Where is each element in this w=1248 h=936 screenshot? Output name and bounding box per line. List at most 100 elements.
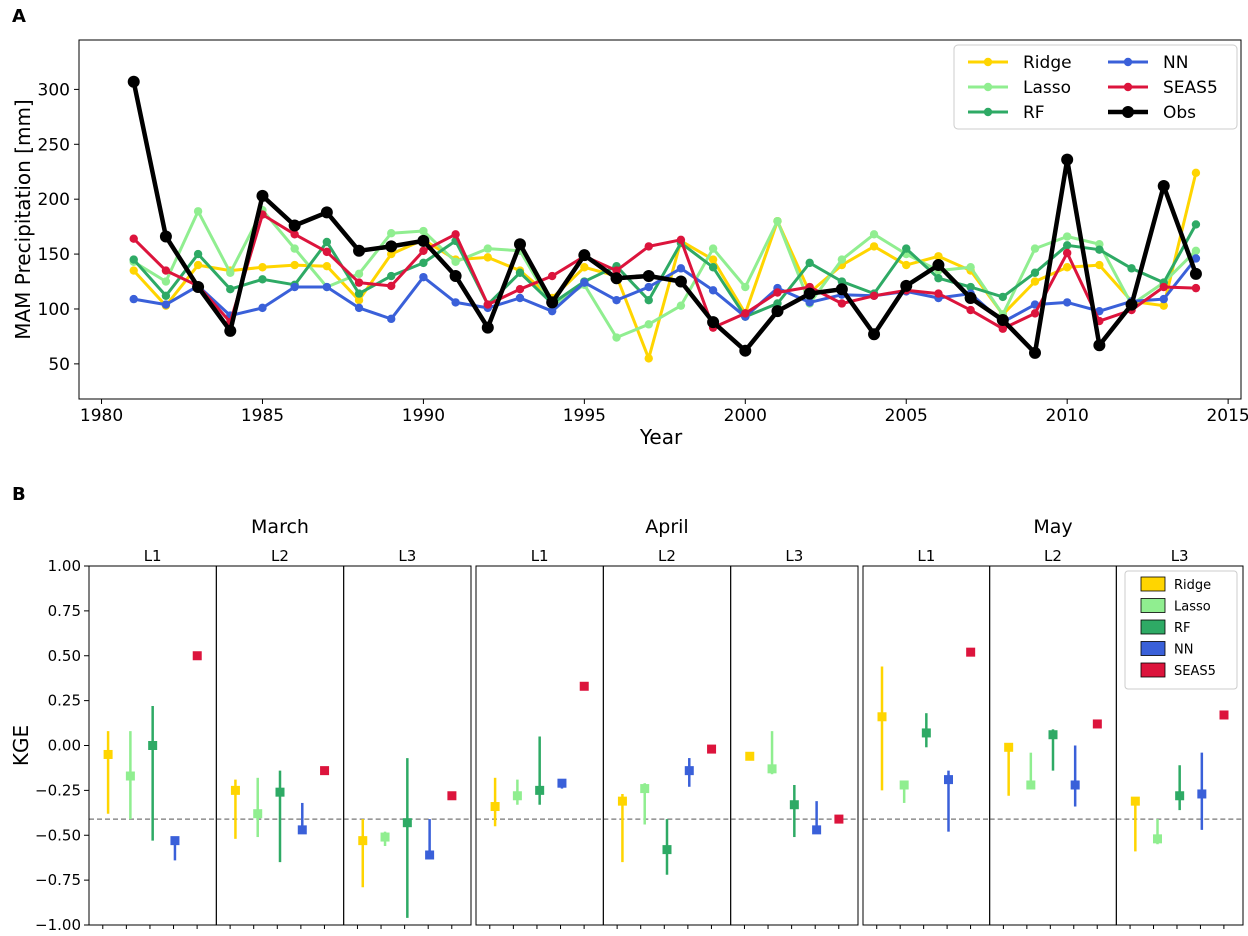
subplot-may-l2: L2	[989, 547, 1117, 929]
data-point-rf-2011	[1095, 245, 1104, 254]
kge-tick-label-3: 0.25	[48, 692, 81, 710]
data-point-seas5-1981	[129, 234, 138, 243]
data-point-nn-1986	[290, 282, 299, 292]
month-group-march: March L1 L2 L3	[88, 516, 472, 929]
kge-marker-nn	[944, 775, 953, 785]
data-point-obs-1999	[707, 316, 720, 329]
data-point-obs-1997	[642, 270, 655, 283]
data-point-lasso-1982	[161, 277, 171, 286]
subplot-april-l2: L2	[602, 547, 732, 929]
data-point-ridge-1981	[129, 266, 138, 275]
data-point-seas5-2014	[1191, 283, 1201, 293]
data-point-obs-1998	[674, 275, 687, 288]
data-point-lasso-2007	[966, 263, 975, 272]
data-point-rf-1989	[387, 271, 396, 281]
kge-marker-ridge	[230, 785, 240, 795]
legend-b-swatch-lasso	[1140, 598, 1166, 613]
kge-marker-ridge	[358, 836, 368, 846]
data-point-ridge-2010	[1062, 263, 1072, 272]
subplot-frame	[215, 565, 345, 926]
data-point-obs-2012	[1125, 298, 1138, 311]
legend-a-marker-lasso	[983, 82, 993, 92]
panel-a-label: A	[12, 6, 26, 27]
data-point-rf-2005	[902, 244, 911, 253]
legend-a-label-ridge: Ridge	[1023, 53, 1072, 73]
kge-tick-label-0: 1.00	[48, 557, 81, 575]
subplot-may-l1: L1	[862, 547, 991, 929]
kge-marker-lasso	[640, 784, 650, 794]
data-point-nn-1981	[129, 294, 138, 304]
data-point-nn-1991	[451, 298, 460, 307]
lead-title: L3	[785, 547, 803, 565]
kge-marker-seas5	[834, 814, 844, 824]
series-rf	[129, 220, 1201, 321]
kge-marker-lasso	[1153, 834, 1162, 844]
subplot-frame	[1115, 565, 1244, 926]
data-point-ridge-1988	[354, 295, 364, 305]
lead-title: L1	[531, 547, 549, 565]
data-point-seas5-2004	[869, 291, 879, 301]
data-point-ridge-1997	[644, 354, 653, 363]
legend-b-swatch-seas5	[1140, 662, 1166, 678]
data-point-obs-2004	[868, 328, 881, 341]
data-point-nn-1989	[387, 314, 396, 324]
data-point-nn-1994	[547, 306, 557, 316]
data-point-nn-1998	[676, 264, 686, 273]
data-point-lasso-2014	[1191, 246, 1201, 255]
data-point-lasso-1997	[644, 320, 653, 329]
data-point-seas5-1987	[322, 247, 332, 257]
x-axis-label: Year	[639, 425, 683, 449]
data-point-seas5-1997	[644, 242, 653, 251]
lead-title: L2	[1044, 547, 1062, 565]
data-point-obs-2006	[932, 259, 945, 272]
series-obs	[127, 75, 1202, 359]
panel-b-label: B	[12, 484, 26, 505]
data-point-obs-2014	[1189, 267, 1202, 280]
data-point-obs-1987	[320, 206, 333, 219]
subplot-march-l2: L2	[215, 547, 345, 929]
data-point-obs-1993	[513, 238, 526, 251]
subplot-march-l3: L3	[343, 547, 472, 929]
kge-marker-nn	[1070, 780, 1080, 790]
data-point-ridge-2014	[1191, 168, 1201, 178]
kge-marker-seas5	[192, 651, 202, 661]
data-point-nn-1999	[708, 286, 718, 295]
kge-marker-seas5	[447, 791, 457, 801]
data-point-rf-1997	[644, 295, 653, 305]
kge-marker-ridge	[1004, 742, 1014, 752]
data-point-ridge-1987	[322, 261, 332, 271]
data-point-obs-1996	[610, 272, 623, 285]
legend-b-swatch-rf	[1140, 619, 1166, 635]
data-point-obs-2005	[900, 279, 913, 292]
month-group-april: April L1 L2 L3	[475, 516, 859, 929]
subplot-may-l3: L3	[1115, 547, 1244, 929]
series-line-lasso	[132, 208, 1197, 339]
legend-a-marker-ridge	[983, 57, 993, 67]
legend-b: Ridge Lasso RF NN SEAS5	[1124, 570, 1238, 690]
subplot-april-l3: L3	[730, 547, 859, 929]
series-nn	[129, 254, 1201, 327]
data-point-nn-1996	[612, 295, 621, 305]
kge-tick-label-2: 0.50	[48, 647, 81, 665]
data-point-obs-1989	[385, 240, 398, 253]
y-tick-label-150: 150	[38, 245, 70, 265]
panel-a-frame	[78, 39, 1242, 400]
data-point-rf-2014	[1191, 220, 1201, 229]
kge-marker-lasso	[125, 771, 135, 781]
data-point-obs-1995	[578, 249, 591, 262]
data-point-nn-1993	[515, 293, 525, 303]
x-tick-label-2005: 2005	[885, 406, 928, 426]
data-point-obs-2001	[771, 305, 784, 318]
x-tick-label-1980: 1980	[80, 406, 123, 426]
data-point-obs-2010	[1061, 153, 1074, 166]
data-point-rf-2006	[934, 274, 943, 283]
month-group-may: May L1 L2 L3	[862, 516, 1244, 929]
data-point-lasso-2004	[869, 230, 879, 239]
kge-marker-nn	[425, 850, 435, 860]
data-point-ridge-2004	[869, 242, 879, 251]
y-tick-label-200: 200	[38, 190, 70, 210]
data-point-seas5-2006	[934, 289, 943, 298]
legend-a-label-seas5: SEAS5	[1163, 78, 1218, 98]
data-point-lasso-1990	[419, 226, 428, 236]
